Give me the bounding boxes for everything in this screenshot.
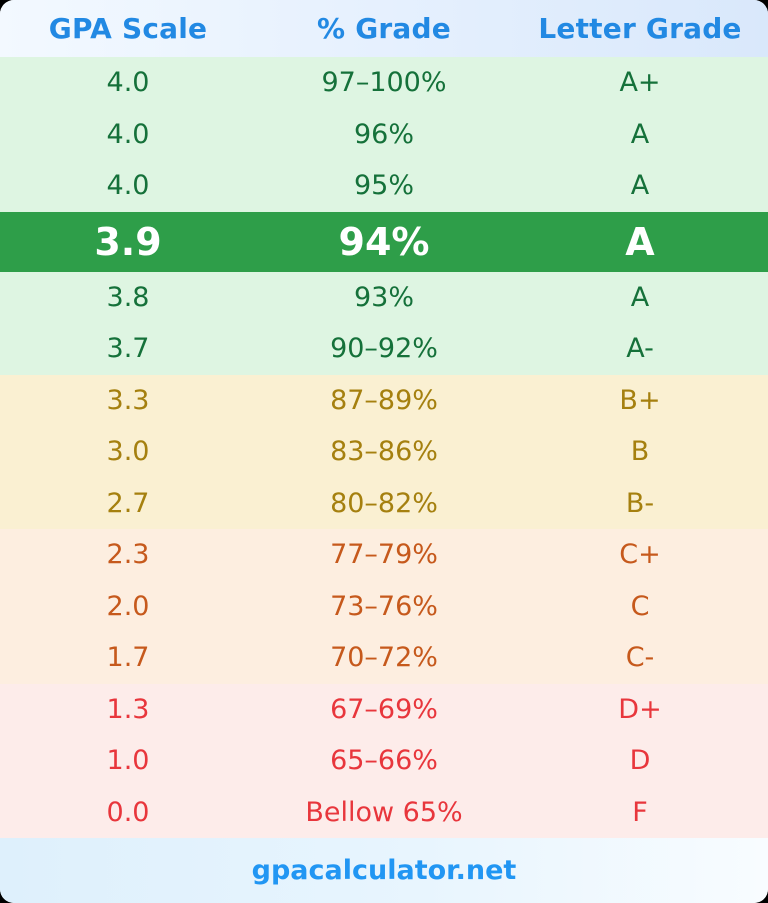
percent-cell: 96% [353, 118, 414, 150]
table-row-highlighted: 3.9 94% A [0, 211, 768, 272]
letter-cell: A- [626, 333, 654, 365]
gpa-cell: 3.7 [106, 333, 150, 365]
footer: gpacalculator.net [0, 838, 768, 903]
table-row: 1.3 67–69% D+ [0, 683, 768, 735]
percent-cell: 70–72% [330, 642, 438, 674]
gpa-cell: 4.0 [106, 118, 150, 150]
header-gpa-scale: GPA Scale [48, 12, 208, 45]
table-header: GPA Scale % Grade Letter Grade [0, 0, 768, 57]
gpa-cell: 2.7 [106, 487, 150, 519]
gpa-cell: 1.3 [106, 693, 150, 725]
table-row: 4.0 95% A [0, 160, 768, 212]
table-row: 3.7 90–92% A- [0, 323, 768, 375]
letter-cell: C+ [619, 539, 661, 571]
gpa-cell: 1.0 [106, 745, 150, 777]
gpa-cell: 0.0 [106, 796, 150, 828]
letter-cell: C [630, 590, 650, 622]
percent-cell: 87–89% [330, 384, 438, 416]
site-label: gpacalculator.net [251, 855, 517, 886]
table-row: 2.0 73–76% C [0, 580, 768, 632]
letter-cell: B+ [619, 384, 661, 416]
percent-cell: 97–100% [321, 67, 447, 99]
table-row: 3.8 93% A [0, 271, 768, 323]
table-row: 1.0 65–66% D [0, 735, 768, 787]
percent-cell: 73–76% [330, 590, 438, 622]
table-row: 4.0 97–100% A+ [0, 57, 768, 109]
percent-cell: 65–66% [330, 745, 438, 777]
table-row: 3.0 83–86% B [0, 426, 768, 478]
gpa-table-body: 4.0 97–100% A+ 4.0 96% A 4.0 95% A 3.9 94% A 3.8 93% A… [0, 57, 768, 838]
gpa-cell: 3.8 [106, 281, 150, 313]
percent-cell: 90–92% [330, 333, 438, 365]
percent-cell: 80–82% [330, 487, 438, 519]
table-row: 3.3 87–89% B+ [0, 374, 768, 426]
percent-cell: 77–79% [330, 539, 438, 571]
letter-cell: A [625, 219, 655, 264]
percent-cell: 67–69% [330, 693, 438, 725]
gpa-cell: 3.3 [106, 384, 150, 416]
header-percent-grade: % Grade [317, 12, 451, 45]
percent-cell: 93% [353, 281, 414, 313]
gpa-cell: 3.9 [94, 219, 162, 264]
table-row: 2.7 80–82% B- [0, 477, 768, 529]
letter-cell: C- [625, 642, 655, 674]
gpa-cell: 1.7 [106, 642, 150, 674]
letter-cell: A [630, 118, 650, 150]
letter-cell: D+ [618, 693, 662, 725]
letter-cell: A+ [619, 67, 661, 99]
letter-cell: A [630, 281, 650, 313]
gpa-cell: 4.0 [106, 170, 150, 202]
gpa-cell: 2.0 [106, 590, 150, 622]
table-row: 2.3 77–79% C+ [0, 529, 768, 581]
table-row: 4.0 96% A [0, 108, 768, 160]
letter-cell: B [630, 436, 650, 468]
letter-cell: A [630, 170, 650, 202]
header-letter-grade: Letter Grade [538, 12, 742, 45]
table-row: 1.7 70–72% C- [0, 632, 768, 684]
percent-cell: Bellow 65% [305, 796, 463, 828]
letter-cell: F [632, 796, 648, 828]
percent-cell: 94% [338, 219, 430, 264]
percent-cell: 83–86% [330, 436, 438, 468]
gpa-cell: 4.0 [106, 67, 150, 99]
percent-cell: 95% [353, 170, 414, 202]
gpa-cell: 2.3 [106, 539, 150, 571]
gpa-cell: 3.0 [106, 436, 150, 468]
letter-cell: B- [625, 487, 655, 519]
table-row: 0.0 Bellow 65% F [0, 786, 768, 838]
letter-cell: D [629, 745, 651, 777]
